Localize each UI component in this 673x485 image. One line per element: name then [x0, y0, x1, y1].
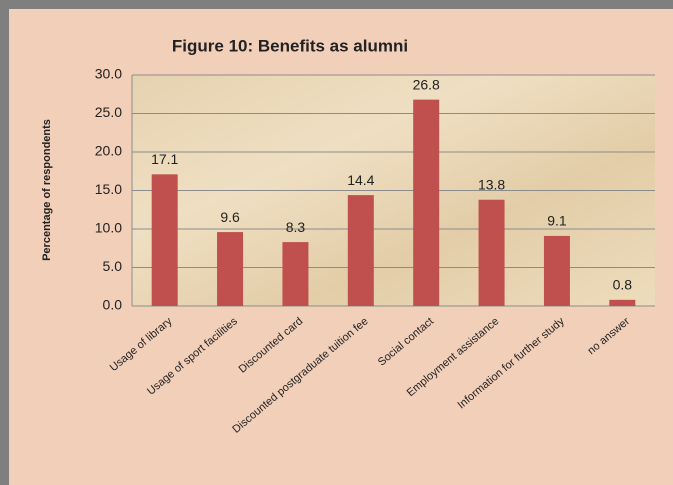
y-tick-label: 20.0	[95, 143, 122, 159]
chart-title: Figure 10: Benefits as alumni	[172, 36, 408, 55]
bar	[282, 242, 309, 306]
y-axis-label: Percentage of respondents	[41, 119, 53, 261]
bar	[217, 232, 244, 306]
bar	[609, 299, 636, 306]
frame-top	[0, 0, 673, 9]
data-label: 0.8	[613, 277, 633, 293]
bar	[413, 99, 440, 306]
data-label: 14.4	[347, 172, 374, 188]
y-tick-label: 25.0	[95, 104, 122, 120]
data-label: 9.6	[220, 209, 240, 225]
y-tick-label: 0.0	[103, 297, 123, 313]
data-label: 9.1	[547, 213, 567, 229]
data-label: 26.8	[413, 76, 440, 92]
bar	[543, 235, 570, 306]
y-tick-label: 5.0	[103, 258, 123, 274]
data-label: 17.1	[151, 151, 178, 167]
data-label: 8.3	[286, 219, 306, 235]
data-label: 13.8	[478, 176, 505, 192]
bar	[151, 174, 178, 306]
y-tick-label: 30.0	[95, 66, 122, 82]
y-tick-label: 10.0	[95, 220, 122, 236]
frame-left	[0, 0, 9, 485]
bar	[347, 195, 374, 306]
y-tick-label: 15.0	[95, 181, 122, 197]
bar	[478, 199, 505, 306]
